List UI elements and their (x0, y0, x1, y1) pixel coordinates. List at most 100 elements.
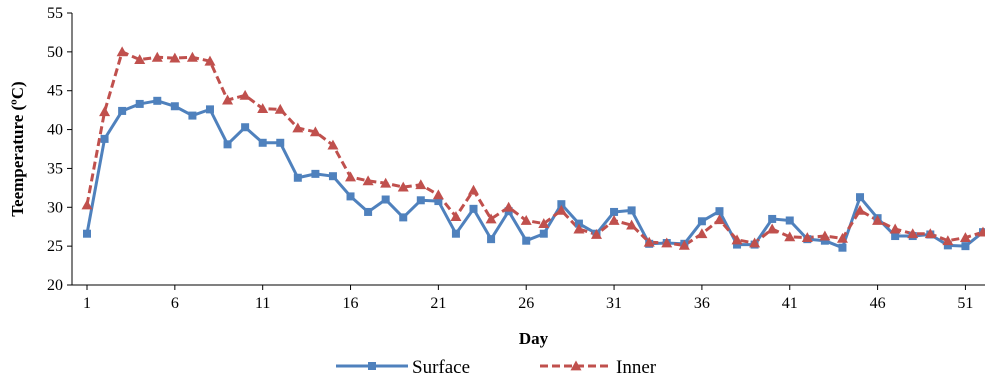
data-point-surface (943, 241, 952, 250)
data-point-surface (153, 96, 162, 105)
legend-label-surface: Surface (412, 357, 470, 378)
data-point-surface (961, 242, 970, 251)
data-point-inner (274, 103, 286, 114)
data-point-surface (856, 193, 865, 202)
data-point-surface (838, 243, 847, 252)
data-point-surface (135, 99, 144, 108)
data-point-inner (749, 237, 761, 248)
data-point-inner (643, 236, 655, 247)
x-tick-label: 1 (83, 295, 91, 312)
y-tick-label: 20 (47, 277, 63, 294)
data-point-inner (766, 223, 778, 234)
data-point-inner (836, 232, 848, 243)
data-point-surface (205, 105, 214, 114)
data-point-surface (469, 204, 478, 213)
x-tick-label: 51 (957, 295, 973, 312)
data-point-inner (257, 103, 269, 113)
data-point-surface (170, 102, 179, 111)
data-point-inner (468, 184, 480, 195)
data-point-inner (661, 237, 673, 248)
data-point-inner (116, 46, 128, 57)
data-point-surface (346, 192, 355, 201)
y-tick-label: 55 (47, 5, 63, 22)
data-point-inner (626, 219, 638, 230)
data-point-inner (415, 179, 427, 190)
y-tick-label: 30 (47, 199, 63, 216)
x-tick-label: 6 (171, 295, 179, 312)
data-point-inner (239, 89, 251, 100)
x-tick-label: 16 (343, 295, 359, 312)
legend-marker-inner (570, 360, 582, 371)
x-tick-label: 31 (606, 295, 622, 312)
data-point-inner (81, 199, 93, 210)
data-point-surface (785, 216, 794, 225)
legend-marker-surface (368, 362, 376, 370)
x-tick-label: 36 (694, 295, 710, 312)
data-point-surface (627, 206, 636, 215)
data-point-inner (608, 214, 620, 225)
data-point-inner (538, 218, 550, 229)
data-point-surface (416, 196, 425, 205)
data-point-surface (241, 123, 250, 132)
data-point-surface (610, 207, 619, 216)
data-point-inner (801, 232, 813, 242)
data-point-inner (485, 213, 497, 224)
y-tick-label: 25 (47, 238, 63, 255)
x-tick-label: 41 (782, 295, 798, 312)
data-point-surface (328, 172, 337, 181)
data-point-surface (399, 213, 408, 222)
data-point-surface (522, 236, 531, 245)
data-point-surface (451, 229, 460, 238)
data-point-inner (380, 177, 392, 188)
data-point-surface (293, 173, 302, 182)
data-point-inner (432, 189, 444, 200)
data-point-inner (99, 106, 111, 117)
data-point-inner (309, 126, 321, 137)
data-point-inner (731, 234, 743, 245)
data-point-inner (854, 204, 866, 215)
data-point-surface (223, 140, 232, 149)
data-point-inner (204, 55, 216, 66)
data-point-inner (222, 94, 234, 105)
data-point-surface (557, 200, 566, 209)
data-point-surface (697, 217, 706, 226)
data-point-inner (573, 223, 585, 234)
data-point-inner (169, 52, 181, 63)
data-point-inner (924, 228, 936, 239)
legend: Surface Inner (336, 357, 657, 378)
data-point-inner (345, 171, 357, 182)
data-point-inner (362, 175, 374, 186)
data-point-surface (311, 169, 320, 178)
legend-label-inner: Inner (616, 357, 657, 378)
data-point-inner (503, 201, 515, 212)
data-point-surface (188, 111, 197, 120)
data-point-surface (487, 235, 496, 244)
data-point-inner (889, 223, 901, 234)
data-point-inner (713, 214, 725, 225)
data-point-surface (118, 106, 127, 115)
series-markers (81, 46, 985, 252)
data-point-surface (381, 195, 390, 204)
series-line-inner (85, 50, 984, 247)
x-tick-label: 26 (518, 295, 534, 312)
data-point-surface (539, 229, 548, 238)
data-point-inner (292, 122, 304, 133)
data-point-inner (942, 235, 954, 246)
data-point-inner (327, 139, 339, 150)
data-point-inner (819, 230, 831, 241)
axes (67, 12, 985, 290)
data-point-inner (977, 226, 985, 237)
data-point-inner (520, 214, 532, 225)
y-tick-label: 50 (47, 44, 63, 61)
data-point-inner (784, 231, 796, 242)
data-point-inner (186, 51, 198, 62)
data-point-inner (590, 228, 602, 239)
x-tick-label: 11 (255, 295, 270, 312)
data-point-inner (872, 214, 884, 225)
data-point-inner (151, 51, 163, 62)
data-point-surface (258, 138, 267, 147)
series-line-surface (85, 99, 984, 250)
